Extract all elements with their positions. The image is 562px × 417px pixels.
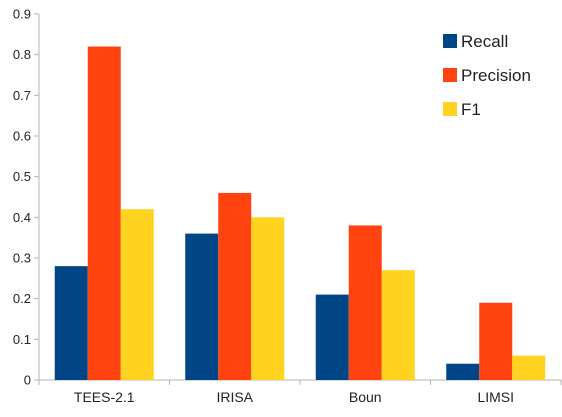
x-tick-label: LIMSI xyxy=(477,389,514,405)
y-tick-label: 0.1 xyxy=(13,332,31,347)
bar-recall-boun xyxy=(315,294,349,380)
bar-precision-boun xyxy=(348,225,382,380)
x-tick-label: IRISA xyxy=(216,389,253,405)
y-tick-label: 0 xyxy=(24,373,31,388)
bar-recall-tees-2-1 xyxy=(54,266,88,380)
y-tick-label: 0.8 xyxy=(13,47,31,62)
legend-label-recall: Recall xyxy=(461,32,508,51)
bar-f1-limsi xyxy=(512,355,546,380)
y-tick-label: 0.2 xyxy=(13,291,31,306)
bar-f1-boun xyxy=(381,270,415,380)
legend-swatch-f1 xyxy=(443,102,457,116)
x-tick-label: TEES-2.1 xyxy=(74,389,135,405)
bar-recall-irisa xyxy=(185,233,219,380)
legend: Recall Precision F1 xyxy=(443,32,531,119)
bars xyxy=(54,46,546,381)
y-tick-label: 0.7 xyxy=(13,88,31,103)
bar-precision-tees-2-1 xyxy=(87,46,121,381)
bar-precision-limsi xyxy=(479,302,513,380)
x-tick-label: Boun xyxy=(349,389,382,405)
legend-swatch-recall xyxy=(443,34,457,48)
bar-precision-irisa xyxy=(218,192,252,380)
y-tick-label: 0.5 xyxy=(13,169,31,184)
axis-labels: 0 0.1 0.2 0.3 0.4 0.5 0.6 0.7 0.8 0.9 TEES-2.1 IRIS… xyxy=(13,7,514,406)
legend-label-f1: F1 xyxy=(461,100,481,119)
y-tick-label: 0.9 xyxy=(13,7,31,22)
legend-swatch-precision xyxy=(443,68,457,82)
y-tick-label: 0.3 xyxy=(13,251,31,266)
bar-f1-tees-2-1 xyxy=(120,209,154,380)
bar-f1-irisa xyxy=(251,217,285,380)
y-tick-label: 0.4 xyxy=(13,210,31,225)
legend-label-precision: Precision xyxy=(461,66,531,85)
bar-recall-limsi xyxy=(446,363,480,380)
y-tick-label: 0.6 xyxy=(13,129,31,144)
